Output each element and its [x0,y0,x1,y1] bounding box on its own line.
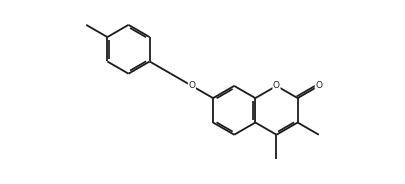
Text: O: O [188,81,196,90]
Text: O: O [315,81,322,90]
Text: O: O [273,81,280,90]
